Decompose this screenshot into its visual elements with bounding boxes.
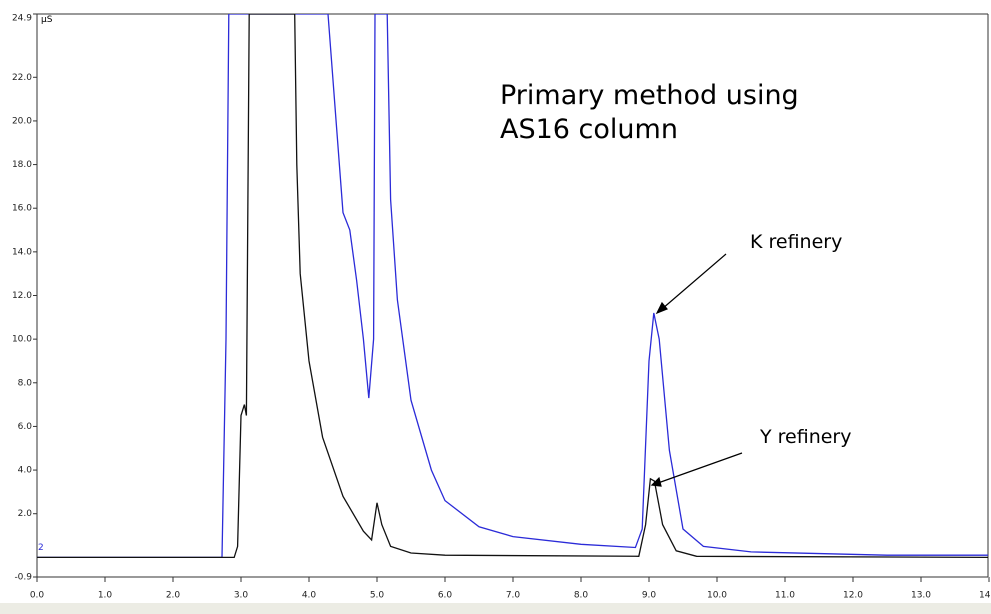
arrow-line <box>657 452 743 484</box>
y-tick-label: 8.0 <box>18 378 33 388</box>
x-tick-label: 0.0 <box>30 591 45 601</box>
y-tick-label: 22.0 <box>12 73 32 83</box>
y-tick-label: 18.0 <box>12 160 32 170</box>
y-tick-label: 12.0 <box>12 291 32 301</box>
status-strip <box>0 603 991 614</box>
x-tick-label: 4.0 <box>302 591 317 601</box>
arrow-head <box>655 301 668 315</box>
y-tick-label: 24.9 <box>12 14 32 24</box>
y-tick-label: 10.0 <box>12 335 32 345</box>
y-tick-label: 4.0 <box>18 466 33 476</box>
x-tick-label: 6.0 <box>438 591 453 601</box>
x-tick-label: 14.0 <box>979 591 991 601</box>
x-tick-label: 7.0 <box>506 591 521 601</box>
y-tick-label: -0.9 <box>14 573 32 583</box>
plot <box>37 14 988 559</box>
x-tick-label: 10.0 <box>707 591 727 601</box>
x-tick-label: 1.0 <box>98 591 113 601</box>
x-tick-label: 9.0 <box>642 591 657 601</box>
annotation: Primary method using <box>500 80 799 111</box>
arrow-line <box>661 253 727 310</box>
arrows <box>650 253 743 487</box>
annotation: AS16 column <box>500 114 678 145</box>
x-tick-label: 8.0 <box>574 591 589 601</box>
y-tick-label: 6.0 <box>18 422 33 432</box>
y-axis-label: µS <box>41 15 53 25</box>
y-tick-label: 2.0 <box>18 509 33 519</box>
x-tick-label: 12.0 <box>843 591 863 601</box>
x-tick-label: 3.0 <box>234 591 249 601</box>
arrow-head <box>650 476 662 487</box>
annotation: Y refinery <box>759 426 851 448</box>
series-line <box>37 14 988 559</box>
x-tick-label: 13.0 <box>911 591 931 601</box>
x-tick-label: 11.0 <box>775 591 795 601</box>
channel-label: 2 <box>38 543 44 553</box>
y-tick-label: 20.0 <box>12 116 32 126</box>
y-tick-label: 16.0 <box>12 204 32 214</box>
annotation: K refinery <box>750 231 842 253</box>
y-tick-label: 14.0 <box>12 247 32 257</box>
x-tick-label: 5.0 <box>370 591 385 601</box>
x-tick-label: 2.0 <box>166 591 181 601</box>
series-line <box>37 14 988 559</box>
